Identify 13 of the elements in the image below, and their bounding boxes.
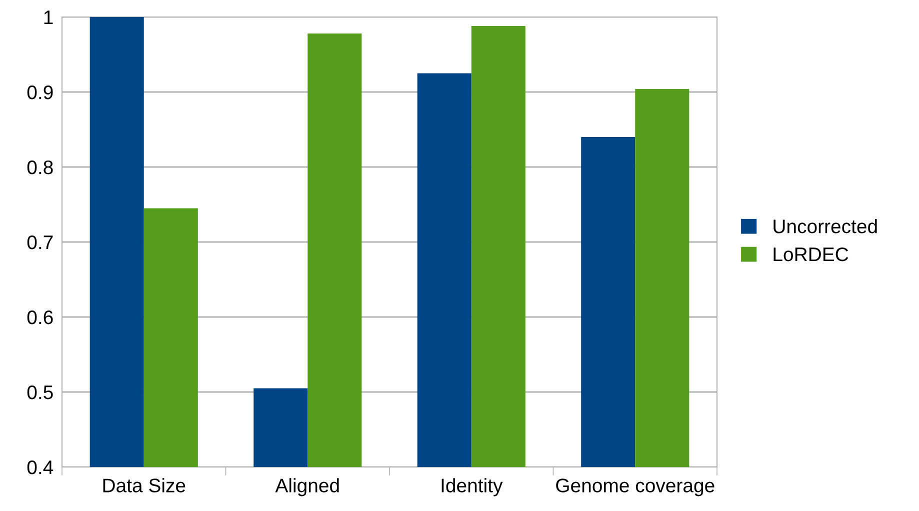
- y-tick-label: 0.7: [27, 235, 53, 250]
- y-tick-label: 0.5: [27, 385, 53, 400]
- x-tick-label: Aligned: [275, 478, 339, 496]
- y-tick-label: 0.4: [27, 460, 54, 474]
- y-tick-label: 0.9: [27, 85, 53, 100]
- x-tick-label: Genome coverage: [556, 478, 714, 496]
- y-tick-label: 0.8: [27, 160, 53, 174]
- x-tick-label: Data Size: [103, 478, 186, 492]
- legend-label: LoRDEC: [774, 247, 848, 262]
- y-tick-label: 1: [44, 10, 53, 24]
- y-tick-label: 0.6: [27, 310, 53, 324]
- legend-label: Uncorrected: [774, 219, 877, 234]
- x-tick-label: Identity: [442, 478, 503, 496]
